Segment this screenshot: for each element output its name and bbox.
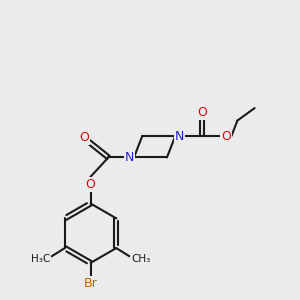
Text: O: O — [85, 178, 95, 191]
Text: CH₃: CH₃ — [131, 254, 150, 264]
Text: N: N — [175, 130, 184, 142]
Text: O: O — [197, 106, 207, 119]
Text: N: N — [125, 151, 134, 164]
Text: Br: Br — [84, 277, 98, 290]
Text: O: O — [79, 131, 89, 144]
Text: O: O — [221, 130, 231, 142]
Text: H₃C: H₃C — [31, 254, 50, 264]
